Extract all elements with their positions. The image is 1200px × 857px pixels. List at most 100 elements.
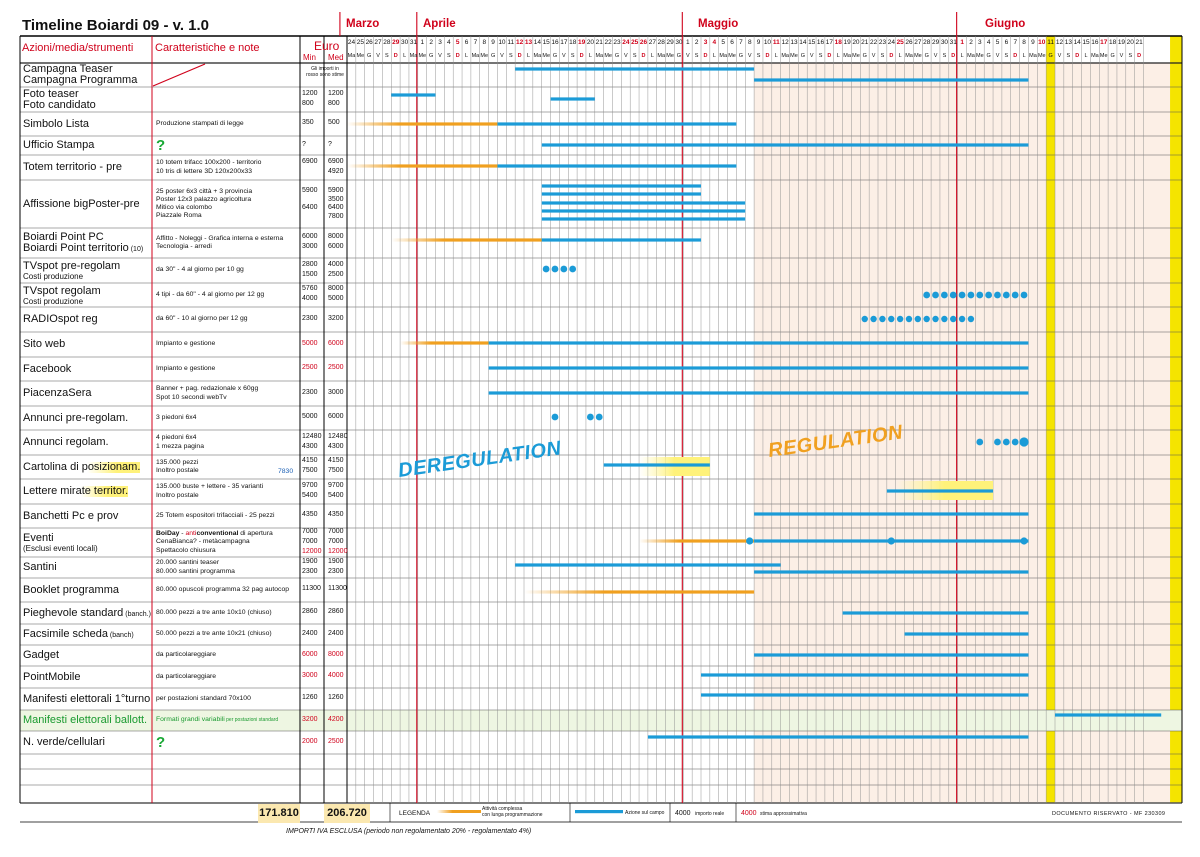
med-amount: 12000 xyxy=(328,547,348,555)
ballot-period-bg xyxy=(1055,63,1171,803)
row-label: Sito web xyxy=(23,338,66,350)
med-amount: 12480 xyxy=(328,432,348,440)
day-number: 20 xyxy=(852,39,860,46)
day-number: 25 xyxy=(631,39,639,46)
weekday-label: D xyxy=(1075,53,1080,59)
weekday-label: Ma xyxy=(533,53,542,59)
min-amount: 2000 xyxy=(302,737,318,745)
day-number: 12 xyxy=(781,39,789,46)
weekday-label: Me xyxy=(1099,53,1108,59)
weekday-label: L xyxy=(588,53,592,59)
weekday-label: G xyxy=(367,53,372,59)
vat-note: IMPORTI IVA ESCLUSA (periodo non regolam… xyxy=(286,828,532,835)
med-amount: 3500 xyxy=(328,195,344,203)
row-label: RADIOspot reg xyxy=(23,313,98,325)
med-amount: 6000 xyxy=(328,339,344,347)
min-amount: 2860 xyxy=(302,608,318,615)
blue-dot xyxy=(551,413,559,421)
med-amount: 6400 xyxy=(328,204,344,211)
day-number: 30 xyxy=(400,39,409,46)
weekday-label: V xyxy=(562,53,566,59)
weekday-label: G xyxy=(862,53,867,59)
blue-dot xyxy=(958,291,966,299)
weekday-label: G xyxy=(738,53,744,59)
min-amount: 4000 xyxy=(302,295,318,302)
row-description: Inoltro postale xyxy=(156,491,199,499)
blue-bar xyxy=(541,184,701,188)
row-description: Spettacolo chiusura xyxy=(156,546,216,554)
med-amount: 2500 xyxy=(328,737,344,745)
row-label: Eventi xyxy=(23,532,54,544)
weekday-label: G xyxy=(429,53,434,59)
min-amount: 6000 xyxy=(302,233,318,240)
row-label: Pieghevole standard (banch.) xyxy=(23,606,151,619)
row-description: 80.000 pezzi a tre ante 10x10 (chiuso) xyxy=(156,608,272,616)
row-description: da particolareggiare xyxy=(156,672,217,680)
blue-bar xyxy=(541,201,746,205)
weekday-label: Me xyxy=(356,53,365,59)
day-number: 5 xyxy=(995,39,1000,46)
euro-note: Gli importi in rosso sono stime xyxy=(306,66,344,78)
weekday-label: S xyxy=(942,53,947,59)
min-amount: 2300 xyxy=(302,388,318,396)
min-amount: 2300 xyxy=(302,314,318,322)
weekday-label: D xyxy=(1013,53,1018,59)
day-number: 9 xyxy=(1031,39,1035,46)
row-description: 20.000 santini teaser xyxy=(156,559,220,567)
min-amount: 4150 xyxy=(302,457,318,464)
day-number: 15 xyxy=(542,39,550,46)
blue-dot xyxy=(560,265,568,273)
min-amount: 5000 xyxy=(302,413,318,420)
day-number: 10 xyxy=(498,39,506,46)
day-number: 9 xyxy=(491,39,495,46)
column-header-actions: Azioni/media/strumenti xyxy=(22,42,134,54)
row-label: Foto teaser xyxy=(23,87,79,100)
blue-bar xyxy=(754,570,1029,574)
ballot-column xyxy=(1170,63,1182,803)
day-number: 1 xyxy=(420,39,425,46)
blue-dot xyxy=(569,265,577,273)
day-number: 15 xyxy=(808,39,816,46)
med-amount: 6000 xyxy=(328,243,344,250)
min-amount: 5400 xyxy=(302,491,318,499)
row-extra-amount: 7830 xyxy=(278,468,294,475)
day-number: 14 xyxy=(533,39,541,46)
weekday-label: Me xyxy=(728,53,736,59)
med-amount: 11300 xyxy=(328,585,347,592)
med-amount: 3000 xyxy=(328,388,344,396)
med-amount: 2500 xyxy=(328,364,344,371)
day-number: 13 xyxy=(1064,39,1072,46)
row-description: Poster 12x3 palazzo agricoltura xyxy=(156,195,252,203)
row-label: TVspot regolam xyxy=(23,284,101,297)
blue-dot xyxy=(941,315,948,323)
med-amount: 4000 xyxy=(328,260,344,268)
month-label-aprile: Aprile xyxy=(423,18,456,30)
weekday-label: L xyxy=(650,53,654,59)
row-label: PointMobile xyxy=(23,670,81,683)
weekday-label: D xyxy=(579,53,584,59)
day-number: 18 xyxy=(1108,39,1117,46)
row-description: per postazioni standard 70x100 xyxy=(156,694,251,702)
med-amount: 4300 xyxy=(328,442,344,450)
day-number: 13 xyxy=(790,39,798,46)
med-amount: 5400 xyxy=(328,491,344,499)
min-amount: 9700 xyxy=(302,481,318,489)
day-number: 18 xyxy=(834,39,842,46)
blue-dot xyxy=(905,315,913,323)
row-label: Banchetti Pc e prov xyxy=(23,509,119,522)
blue-dot xyxy=(923,291,931,299)
legend-orange-text-2: con lunga programmazione xyxy=(482,812,543,818)
day-number: 11 xyxy=(507,39,515,46)
row-label: Cartolina di posizionam. xyxy=(23,460,141,473)
day-number: 9 xyxy=(756,39,761,46)
weekday-label: L xyxy=(712,53,716,59)
weekday-label: Me xyxy=(480,53,489,59)
day-number: 2 xyxy=(429,39,433,46)
row-description: Impianto e gestione xyxy=(156,364,216,372)
blue-dot xyxy=(879,315,886,323)
blue-dot xyxy=(932,315,939,323)
med-amount: 7000 xyxy=(328,537,344,545)
total-med: 206.720 xyxy=(324,804,370,823)
weekday-label: Ma xyxy=(657,53,666,59)
